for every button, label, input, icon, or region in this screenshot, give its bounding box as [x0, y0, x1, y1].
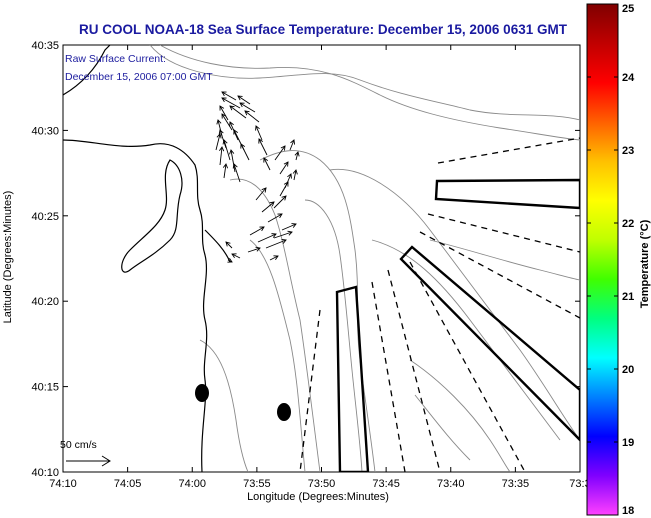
current-annotation-line1: Raw Surface Current: [65, 53, 166, 65]
current-vector [279, 161, 289, 175]
map-frame [62, 44, 581, 473]
map-content [63, 45, 580, 472]
current-vector [263, 157, 271, 171]
current-vector [265, 238, 287, 249]
current-vector [255, 187, 267, 201]
y-axis-ticks: 40:35 40:30 40:25 40:20 40:15 40:10 [31, 40, 580, 479]
x-tick-label: 73:40 [437, 478, 465, 490]
current-vector [289, 139, 296, 151]
y-tick-label: 40:20 [31, 296, 59, 308]
current-vector [219, 105, 229, 121]
radar-site-marker [277, 403, 291, 421]
current-vector [261, 201, 275, 213]
current-vector [218, 129, 227, 149]
current-vector [239, 102, 256, 113]
x-tick-label: 74:05 [114, 478, 142, 490]
figure-title: RU COOL NOAA-18 Sea Surface Temperature:… [79, 22, 568, 37]
x-axis-ticks: 74:10 74:05 74:00 73:55 73:50 73:45 73:40 73:35… [49, 45, 591, 490]
current-vector [221, 113, 233, 131]
surface-current-vectors [215, 91, 300, 263]
x-tick-label: 73:45 [372, 478, 400, 490]
y-tick-label: 40:15 [31, 382, 59, 394]
current-vector [215, 133, 222, 151]
current-vector [229, 105, 247, 119]
current-vector [244, 110, 260, 123]
x-tick-label: 73:3 [569, 478, 590, 490]
scale-arrow [66, 455, 111, 467]
current-vector [240, 143, 250, 161]
current-vector [222, 139, 231, 161]
colorbar [586, 3, 619, 516]
current-vector [232, 163, 241, 183]
current-vector [273, 195, 287, 209]
colorbar-ticks: 25 24 23 22 21 20 19 18 [587, 3, 635, 517]
coastline [63, 45, 231, 472]
current-vector [221, 97, 241, 109]
current-vector [292, 169, 298, 181]
y-tick-label: 40:35 [31, 40, 59, 52]
x-axis-label: Longitude (Degrees:Minutes) [247, 491, 389, 503]
colorbar-tick-label: 21 [622, 291, 634, 303]
x-tick-label: 73:35 [502, 478, 530, 490]
current-vector [257, 233, 277, 243]
current-vector [269, 255, 279, 261]
current-vector [222, 163, 229, 179]
current-vector [249, 226, 265, 236]
x-tick-label: 74:00 [178, 478, 206, 490]
current-vector [225, 241, 233, 249]
current-vector [279, 181, 289, 197]
y-tick-label: 40:25 [31, 211, 59, 223]
current-vector [221, 91, 237, 101]
radar-beam-outlines [335, 178, 580, 472]
current-vector [231, 253, 241, 259]
colorbar-tick-label: 19 [622, 437, 634, 449]
colorbar-tick-label: 25 [622, 3, 634, 15]
colorbar-tick-label: 20 [622, 364, 634, 376]
colorbar-tick-label: 18 [622, 505, 634, 517]
radar-site-marker [195, 384, 209, 402]
current-vector [247, 246, 261, 253]
x-tick-label: 73:50 [308, 478, 336, 490]
current-vector [281, 223, 297, 231]
current-annotation-line2: December 15, 2006 07:00 GMT [65, 71, 213, 83]
y-tick-label: 40:10 [31, 467, 59, 479]
x-tick-label: 73:55 [243, 478, 271, 490]
radar-beam-lines [299, 137, 580, 472]
current-vector [237, 95, 251, 105]
current-vector [274, 145, 286, 161]
current-vector [258, 138, 268, 156]
colorbar-tick-label: 24 [622, 72, 635, 84]
current-vector [255, 125, 263, 141]
colorbar-tick-label: 22 [622, 218, 634, 230]
scale-label: 50 cm/s [60, 439, 97, 451]
y-axis-label: Latitude (Degrees:Minutes) [2, 191, 14, 324]
x-tick-label: 74:10 [49, 478, 77, 490]
y-tick-label: 40:30 [31, 125, 59, 137]
current-vector [267, 213, 283, 223]
colorbar-label: Temperature (°C) [639, 219, 651, 308]
current-vector [294, 151, 300, 161]
bathymetry-contours [149, 45, 580, 472]
current-vector [227, 257, 233, 263]
current-vector [273, 230, 293, 239]
current-vector [229, 149, 236, 173]
colorbar-tick-label: 23 [622, 145, 634, 157]
current-vector [219, 146, 225, 166]
